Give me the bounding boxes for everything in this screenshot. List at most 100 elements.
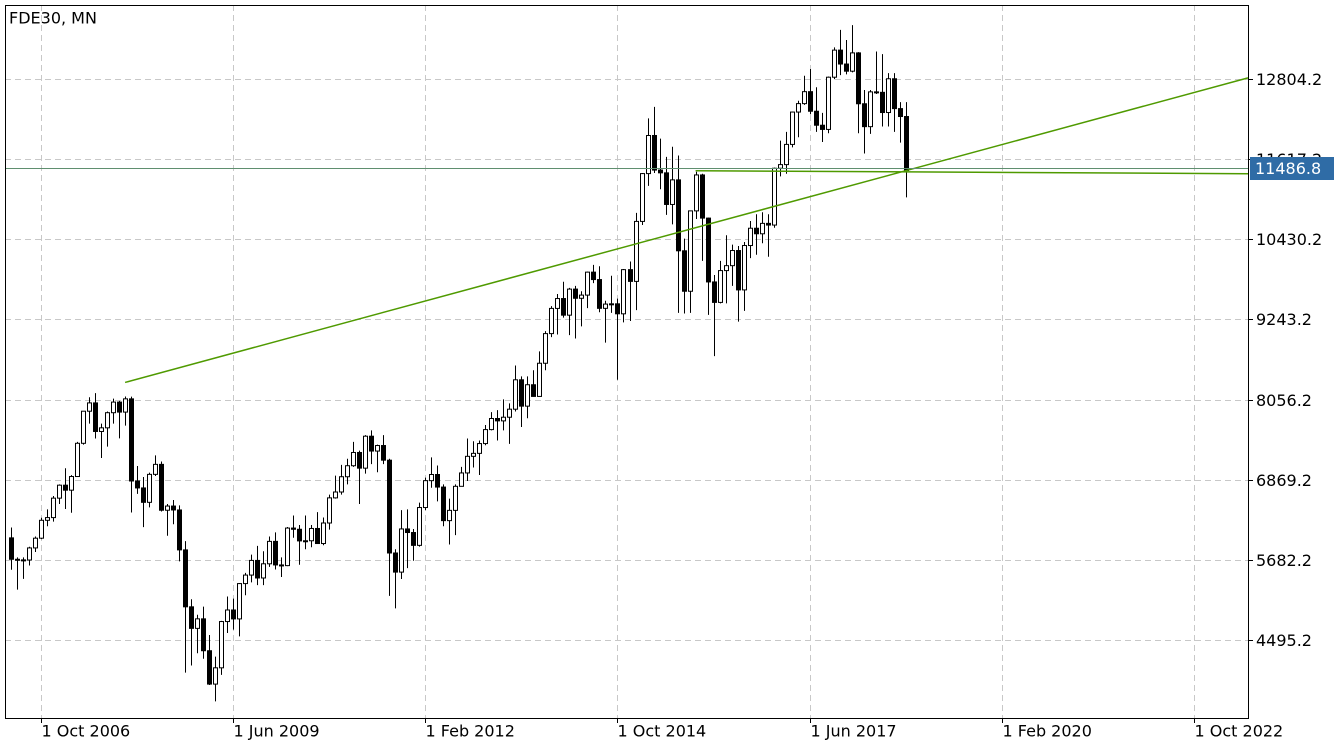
- candle-body: [567, 288, 572, 316]
- candle-body: [886, 78, 891, 114]
- candle-body: [315, 527, 320, 545]
- candle-body: [603, 303, 608, 309]
- candle-body: [844, 63, 849, 72]
- candle-body: [405, 528, 410, 534]
- candle-body: [57, 484, 62, 499]
- x-tick-label: 1 Jun 2017: [811, 722, 897, 741]
- x-tick-label: 1 Oct 2006: [42, 722, 131, 741]
- candle-body: [327, 497, 332, 524]
- candle-body: [543, 333, 548, 364]
- candle-body: [447, 509, 452, 522]
- candle-body: [249, 559, 254, 576]
- candle-body: [814, 110, 819, 126]
- candle-body: [507, 408, 512, 418]
- candle-body: [393, 552, 398, 573]
- candle-body: [81, 410, 86, 444]
- candle-body: [772, 167, 777, 226]
- candle-body: [730, 250, 735, 267]
- candle-body: [429, 474, 434, 482]
- candle-body: [453, 485, 458, 511]
- candle-body: [375, 445, 380, 452]
- candle-body: [285, 527, 290, 567]
- candle-body: [597, 279, 602, 309]
- candle-body: [621, 269, 626, 315]
- candle-body: [880, 91, 885, 114]
- candle-body: [105, 412, 110, 429]
- candle-body: [820, 124, 825, 130]
- candle-body: [579, 294, 584, 299]
- candle-body: [321, 522, 326, 545]
- candle-body: [87, 402, 92, 412]
- candle-body: [670, 179, 675, 205]
- candle-body: [195, 618, 200, 629]
- candle-body: [856, 52, 861, 105]
- candle-body: [652, 134, 657, 171]
- candle-body: [477, 443, 482, 454]
- candle-body: [21, 559, 26, 562]
- candle-body: [874, 91, 879, 94]
- candle-body: [646, 134, 651, 175]
- x-tick-label: 1 Oct 2014: [618, 722, 707, 741]
- candle-body: [45, 517, 50, 521]
- y-tick-label: 10430.2: [1256, 230, 1322, 249]
- candle-body: [75, 442, 80, 478]
- candle-body: [255, 559, 260, 579]
- candles: [5, 25, 1249, 702]
- candle-body: [201, 618, 206, 652]
- candle-body: [664, 172, 669, 205]
- candle-body: [748, 227, 753, 247]
- candle-body: [177, 509, 182, 551]
- candle-body: [760, 222, 765, 235]
- candle-body: [628, 269, 633, 282]
- candle-body: [417, 507, 422, 546]
- y-tick-label: 6869.2: [1256, 471, 1312, 490]
- candle-body: [724, 265, 729, 272]
- candle-body: [688, 210, 693, 292]
- candle-body: [279, 564, 284, 567]
- candle-body: [676, 179, 681, 252]
- candle-body: [742, 245, 747, 291]
- candle-body: [423, 480, 428, 509]
- candle-body: [63, 484, 68, 491]
- candle-body: [802, 91, 807, 105]
- candle-body: [141, 487, 146, 503]
- candle-body: [399, 528, 404, 573]
- candle-body: [267, 540, 272, 565]
- candle-body: [225, 609, 230, 623]
- candle-body: [868, 91, 873, 128]
- candle-body: [303, 540, 308, 543]
- candle-body: [159, 463, 164, 511]
- candle-body: [219, 621, 224, 669]
- candle-body: [513, 379, 518, 410]
- candle-body: [525, 384, 530, 407]
- candle-body: [808, 91, 813, 112]
- y-tick-label: 9243.2: [1256, 310, 1312, 329]
- candle-body: [700, 174, 705, 219]
- candle-body: [706, 217, 711, 283]
- candle-body: [93, 402, 98, 432]
- candle-body: [838, 49, 843, 65]
- candle-body: [495, 418, 500, 422]
- candle-body: [634, 220, 639, 282]
- candle-body: [291, 527, 296, 530]
- candle-body: [33, 537, 38, 549]
- price-tag-label: 11486.8: [1255, 159, 1321, 178]
- candle-body: [345, 465, 350, 478]
- candle-body: [790, 111, 795, 145]
- y-tick-label: 4495.2: [1256, 631, 1312, 650]
- candle-body: [51, 497, 56, 519]
- candle-body: [609, 303, 614, 306]
- candle-body: [904, 116, 909, 172]
- candle-body: [243, 574, 248, 585]
- candle-body: [555, 298, 560, 309]
- candle-body: [363, 435, 368, 469]
- candle-body: [471, 452, 476, 457]
- candle-body: [165, 505, 170, 511]
- candle-body: [778, 164, 783, 169]
- x-tick-label: 1 Feb 2020: [1003, 722, 1092, 741]
- y-tick-label: 12804.2: [1256, 70, 1322, 89]
- candle-body: [561, 298, 566, 316]
- candle-body: [435, 474, 440, 488]
- candle-body: [832, 49, 837, 78]
